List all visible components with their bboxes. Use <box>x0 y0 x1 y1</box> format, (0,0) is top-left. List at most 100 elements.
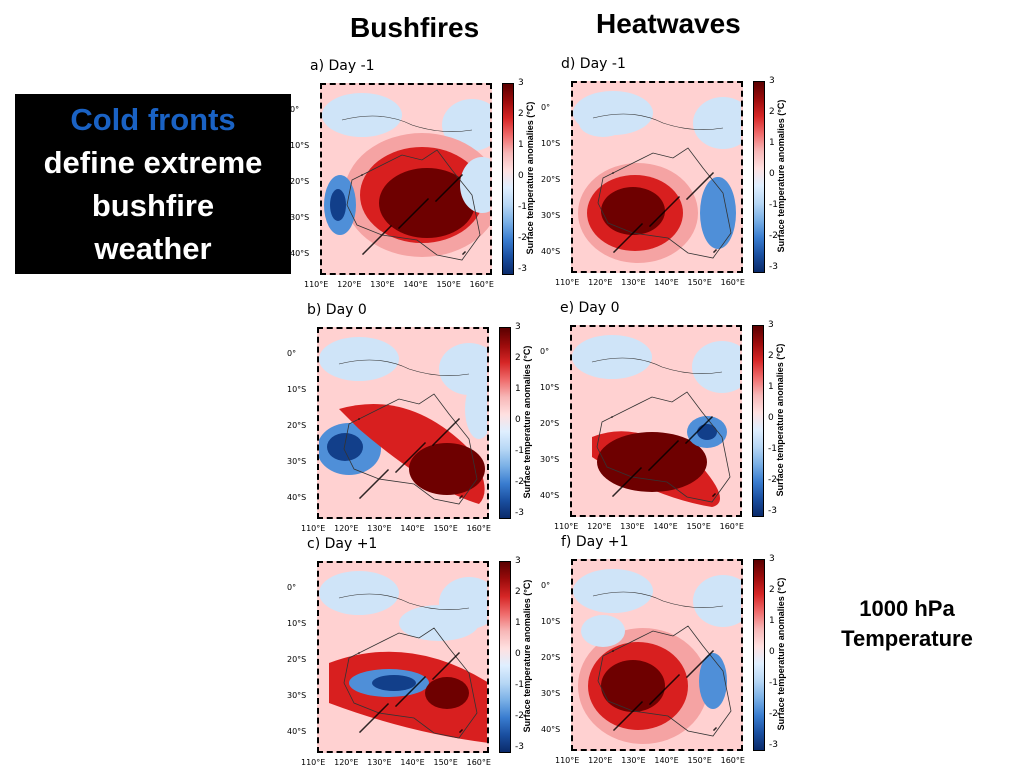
lon-tick-label: 120°E <box>334 524 359 533</box>
anomaly-map-svg <box>319 329 487 517</box>
colorbar-tick-label: -3 <box>515 742 524 752</box>
lon-tick-label: 130°E <box>367 524 392 533</box>
colorbar-tick-label: -1 <box>769 200 778 210</box>
anomaly-map <box>571 559 743 751</box>
colorbar-tick-label: -3 <box>769 262 778 272</box>
panel-e: e) Day 0 0° 10°S 20°S 30°S 40°S 110°E 120°E 130°… <box>540 300 786 531</box>
lon-tick-label: 160°E <box>469 280 494 289</box>
lon-tick-label: 140°E <box>653 522 678 531</box>
lon-tick-label: 130°E <box>367 758 392 767</box>
colorbar-tick-label: -2 <box>515 711 524 721</box>
colorbar-tick-label: 2 <box>768 351 774 361</box>
lon-tick-label: 160°E <box>719 522 744 531</box>
panel-label: e) Day 0 <box>560 300 620 316</box>
panel-label: b) Day 0 <box>307 302 367 318</box>
colorbar-tick-label: 2 <box>515 587 521 597</box>
lon-tick-label: 110°E <box>301 758 326 767</box>
lon-tick-row: 110°E 120°E 130°E 140°E 150°E 160°E <box>301 758 491 767</box>
colorbar-label: Surface temperature anomalies (°C) <box>775 343 785 497</box>
headline-line1: Cold fronts <box>70 102 236 137</box>
colorbar-label: Surface temperature anomalies (°C) <box>776 99 786 253</box>
lat-tick-label: 0° <box>287 583 297 592</box>
colorbar-tick-label: 2 <box>515 353 521 363</box>
lat-tick-label: 20°S <box>287 421 307 430</box>
colorbar-label: Surface temperature anomalies (°C) <box>776 577 786 731</box>
lat-tick-label: 20°S <box>541 653 561 662</box>
anomaly-map <box>570 325 742 517</box>
colorbar-tick-label: 0 <box>515 649 521 659</box>
panel-label: d) Day -1 <box>561 56 626 72</box>
colorbar-tick-label: 1 <box>768 382 774 392</box>
lon-tick-label: 140°E <box>400 758 425 767</box>
lat-tick-label: 10°S <box>290 141 310 150</box>
lat-tick-label: 10°S <box>541 617 561 626</box>
colorbar-tick-label: -2 <box>768 475 777 485</box>
lon-tick-label: 110°E <box>555 278 580 287</box>
lat-tick-label: 20°S <box>540 419 560 428</box>
lon-tick-label: 140°E <box>654 756 679 765</box>
side-note: 1000 hPa Temperature <box>822 594 992 654</box>
colorbar-tick-label: -1 <box>769 678 778 688</box>
lat-tick-label: 30°S <box>287 457 307 466</box>
panel-b: b) Day 0 0° 10°S 20°S 30°S 40°S 110°E 120°E 130°… <box>287 302 533 533</box>
colorbar <box>753 81 765 273</box>
anomaly-map-svg <box>573 561 741 749</box>
lat-tick-label: 40°S <box>541 725 561 734</box>
lat-tick-label: 0° <box>287 349 297 358</box>
panel-d: d) Day -1 0° 10°S 20°S 30°S 40°S 110°E 120°E 130… <box>541 56 787 287</box>
colorbar-tick-label: 3 <box>518 78 524 88</box>
colorbar-tick-label: 2 <box>518 109 524 119</box>
lon-tick-label: 150°E <box>687 278 712 287</box>
colorbar-tick-label: -1 <box>515 680 524 690</box>
lon-tick-row: 110°E 120°E 130°E 140°E 150°E 160°E <box>555 756 745 765</box>
lon-tick-row: 110°E 120°E 130°E 140°E 150°E 160°E <box>555 278 745 287</box>
column-title-heatwaves: Heatwaves <box>596 8 741 39</box>
lon-tick-label: 130°E <box>620 522 645 531</box>
anomaly-map <box>317 561 489 753</box>
lon-tick-label: 160°E <box>466 758 491 767</box>
lon-tick-label: 120°E <box>587 522 612 531</box>
lon-tick-label: 150°E <box>687 756 712 765</box>
colorbar-tick-label: 0 <box>768 413 774 423</box>
lon-tick-label: 150°E <box>433 758 458 767</box>
colorbar <box>502 83 514 275</box>
lat-tick-label: 40°S <box>287 493 307 502</box>
side-note-line2: Temperature <box>841 626 973 651</box>
colorbar-tick-label: 2 <box>769 585 775 595</box>
lat-tick-label: 20°S <box>541 175 561 184</box>
colorbar-tick-label: 0 <box>518 171 524 181</box>
headline-box: Cold fronts define extreme bushfire weat… <box>15 94 291 274</box>
anomaly-map-svg <box>319 563 487 751</box>
lat-tick-label: 40°S <box>541 247 561 256</box>
column-title-bushfires: Bushfires <box>350 12 480 43</box>
lon-tick-label: 110°E <box>301 524 326 533</box>
lon-tick-label: 160°E <box>720 278 745 287</box>
colorbar-tick-label: -2 <box>769 709 778 719</box>
panel-f: f) Day +1 0° 10°S 20°S 30°S 40°S 110°E 120°E 130… <box>541 534 787 765</box>
lon-tick-label: 130°E <box>621 756 646 765</box>
lon-tick-label: 140°E <box>654 278 679 287</box>
colorbar-tick-label: 1 <box>518 140 524 150</box>
colorbar-tick-label: 1 <box>515 384 521 394</box>
lat-tick-label: 20°S <box>287 655 307 664</box>
headline-line2: define extreme <box>43 145 263 180</box>
lon-tick-label: 120°E <box>588 756 613 765</box>
lon-tick-label: 110°E <box>555 756 580 765</box>
lat-tick-label: 40°S <box>290 249 310 258</box>
anomaly-map-svg <box>322 85 490 273</box>
colorbar <box>499 327 511 519</box>
lon-tick-label: 150°E <box>433 524 458 533</box>
anomaly-map <box>320 83 492 275</box>
lon-tick-label: 120°E <box>588 278 613 287</box>
lon-tick-label: 150°E <box>686 522 711 531</box>
lat-tick-label: 0° <box>290 105 300 114</box>
lat-tick-label: 30°S <box>541 211 561 220</box>
lat-tick-label: 30°S <box>541 689 561 698</box>
lon-tick-label: 120°E <box>334 758 359 767</box>
lat-tick-label: 40°S <box>287 727 307 736</box>
lon-tick-label: 140°E <box>400 524 425 533</box>
colorbar-tick-label: 1 <box>769 616 775 626</box>
lat-tick-label: 20°S <box>290 177 310 186</box>
colorbar-tick-label: -3 <box>518 264 527 274</box>
lon-tick-row: 110°E 120°E 130°E 140°E 150°E 160°E <box>304 280 494 289</box>
